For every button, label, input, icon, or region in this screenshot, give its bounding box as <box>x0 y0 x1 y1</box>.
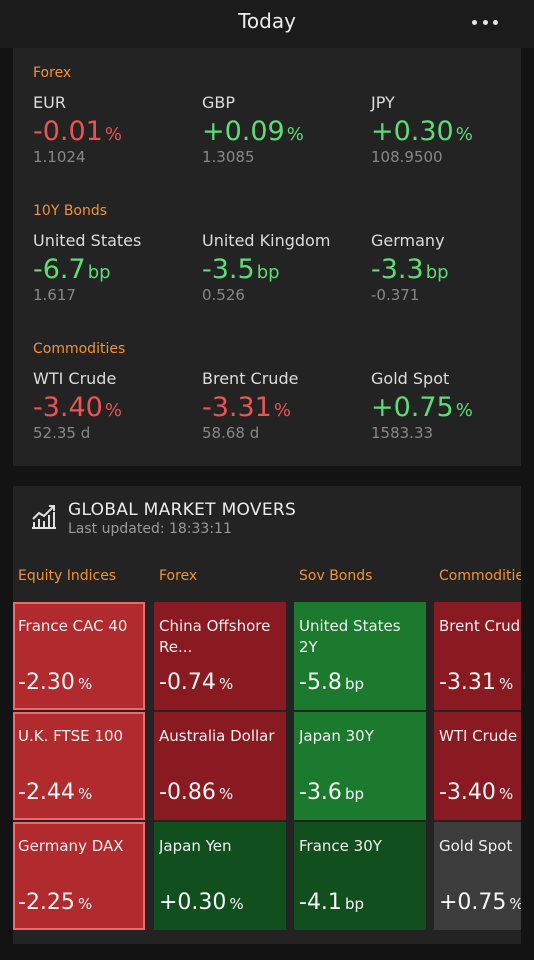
tile-change: -3.40% <box>439 780 514 805</box>
column-label: Equity Indices <box>18 568 117 584</box>
tile-name: Japan 30Y <box>299 727 374 745</box>
quote-change: -3.31% <box>202 392 291 423</box>
quote-change: -6.7 bp <box>33 254 111 285</box>
tile-change: -4.1 bp <box>299 890 364 915</box>
tile-name: China Offshore Re... <box>159 617 271 656</box>
mover-tile[interactable]: France 30Y -4.1 bp <box>294 822 426 930</box>
quote-change: +0.30% <box>371 116 473 147</box>
quote-change: -3.5 bp <box>202 254 280 285</box>
mover-tile[interactable]: Gold Spot +0.75% <box>434 822 521 930</box>
mover-tile[interactable]: Japan Yen +0.30% <box>154 822 286 930</box>
quote-wti-crude[interactable]: WTI Crude -3.40% 52.35 d <box>33 369 193 442</box>
quote-value: 1.617 <box>33 286 76 304</box>
tile-name: France 30Y <box>299 837 382 855</box>
mover-tile[interactable]: U.K. FTSE 100 -2.44% <box>13 712 145 820</box>
column-label: Commoditie <box>439 568 521 584</box>
tile-name: Japan Yen <box>159 837 232 855</box>
quotes-card: Forex EUR -0.01% 1.1024 GBP +0.09% 1.308… <box>13 48 521 466</box>
quote-value: 1.1024 <box>33 148 86 166</box>
last-updated: Last updated: 18:33:11 <box>68 521 232 537</box>
tile-name: Germany DAX <box>18 837 124 855</box>
tile-change: -2.44% <box>18 780 93 805</box>
tile-change: +0.75% <box>439 890 521 915</box>
market-movers-card: GLOBAL MARKET MOVERS Last updated: 18:33… <box>13 486 521 944</box>
mover-tile[interactable]: Brent Crud -3.31% <box>434 602 521 710</box>
quote-name: Brent Crude <box>202 369 299 388</box>
quote-name: United States <box>33 231 142 250</box>
quote-name: WTI Crude <box>33 369 117 388</box>
tile-name: U.K. FTSE 100 <box>18 727 124 745</box>
quote-change: +0.75% <box>371 392 473 423</box>
quote-brent-crude[interactable]: Brent Crude -3.31% 58.68 d <box>202 369 362 442</box>
quote-name: EUR <box>33 93 66 112</box>
column-label: Sov Bonds <box>299 568 373 584</box>
quote-name: Gold Spot <box>371 369 450 388</box>
mover-tile[interactable]: Australia Dollar -0.86% <box>154 712 286 820</box>
tile-change: -3.31% <box>439 670 514 695</box>
more-horizontal-icon[interactable] <box>472 10 498 34</box>
quote-name: JPY <box>371 93 395 112</box>
quote-name: GBP <box>202 93 236 112</box>
mover-tile[interactable]: Germany DAX -2.25% <box>13 822 145 930</box>
quote-value: 58.68 d <box>202 424 260 442</box>
quote-value: -0.371 <box>371 286 420 304</box>
quote-gold-spot[interactable]: Gold Spot +0.75% 1583.33 <box>371 369 531 442</box>
trend-chart-icon <box>32 505 56 529</box>
mover-tile[interactable]: United States 2Y -5.8 bp <box>294 602 426 710</box>
quote-change: -3.3 bp <box>371 254 449 285</box>
quote-change: -0.01% <box>33 116 122 147</box>
quote-name: Germany <box>371 231 445 250</box>
quote-value: 1.3085 <box>202 148 255 166</box>
mover-tile[interactable]: Japan 30Y -3.6 bp <box>294 712 426 820</box>
mover-tile[interactable]: China Offshore Re... -0.74% <box>154 602 286 710</box>
section-label: 10Y Bonds <box>33 203 108 219</box>
tile-change: -2.30% <box>18 670 93 695</box>
section-10y-bonds: 10Y Bonds United States -6.7 bp 1.617 Uni… <box>33 203 513 304</box>
movers-header[interactable]: GLOBAL MARKET MOVERS Last updated: 18:33… <box>13 486 521 546</box>
tile-name: Gold Spot <box>439 837 513 855</box>
tile-name: United States 2Y <box>299 617 401 656</box>
tile-change: -0.74% <box>159 670 234 695</box>
tile-change: -3.6 bp <box>299 780 364 805</box>
mover-tile[interactable]: WTI Crude -3.40% <box>434 712 521 820</box>
quote-germany-bond[interactable]: Germany -3.3 bp -0.371 <box>371 231 531 304</box>
quote-change: -3.40% <box>33 392 122 423</box>
section-label: Forex <box>33 65 72 81</box>
quote-jpy[interactable]: JPY +0.30% 108.9500 <box>371 93 531 166</box>
quote-value: 0.526 <box>202 286 245 304</box>
quote-value: 52.35 d <box>33 424 91 442</box>
tile-change: -0.86% <box>159 780 234 805</box>
quote-value: 1583.33 <box>371 424 434 442</box>
section-commodities: Commodities WTI Crude -3.40% 52.35 d Bre… <box>33 341 513 442</box>
quote-gbp[interactable]: GBP +0.09% 1.3085 <box>202 93 362 166</box>
movers-title: GLOBAL MARKET MOVERS <box>68 500 297 520</box>
quote-eur[interactable]: EUR -0.01% 1.1024 <box>33 93 193 166</box>
tile-name: France CAC 40 <box>18 617 128 635</box>
quote-uk-bond[interactable]: United Kingdom -3.5 bp 0.526 <box>202 231 362 304</box>
section-label: Commodities <box>33 341 126 357</box>
tile-name: Brent Crud <box>439 617 521 635</box>
page-title: Today <box>238 9 296 33</box>
column-label: Forex <box>159 568 198 584</box>
top-bar: Today <box>0 0 534 48</box>
quote-us-bond[interactable]: United States -6.7 bp 1.617 <box>33 231 193 304</box>
tile-change: -5.8 bp <box>299 670 364 695</box>
section-forex: Forex EUR -0.01% 1.1024 GBP +0.09% 1.308… <box>33 65 513 166</box>
tile-name: Australia Dollar <box>159 727 275 745</box>
tile-name: WTI Crude <box>439 727 518 745</box>
mover-tile[interactable]: France CAC 40 -2.30% <box>13 602 145 710</box>
tile-change: -2.25% <box>18 890 93 915</box>
quote-name: United Kingdom <box>202 231 331 250</box>
quote-value: 108.9500 <box>371 148 443 166</box>
quote-change: +0.09% <box>202 116 304 147</box>
tile-change: +0.30% <box>159 890 244 915</box>
